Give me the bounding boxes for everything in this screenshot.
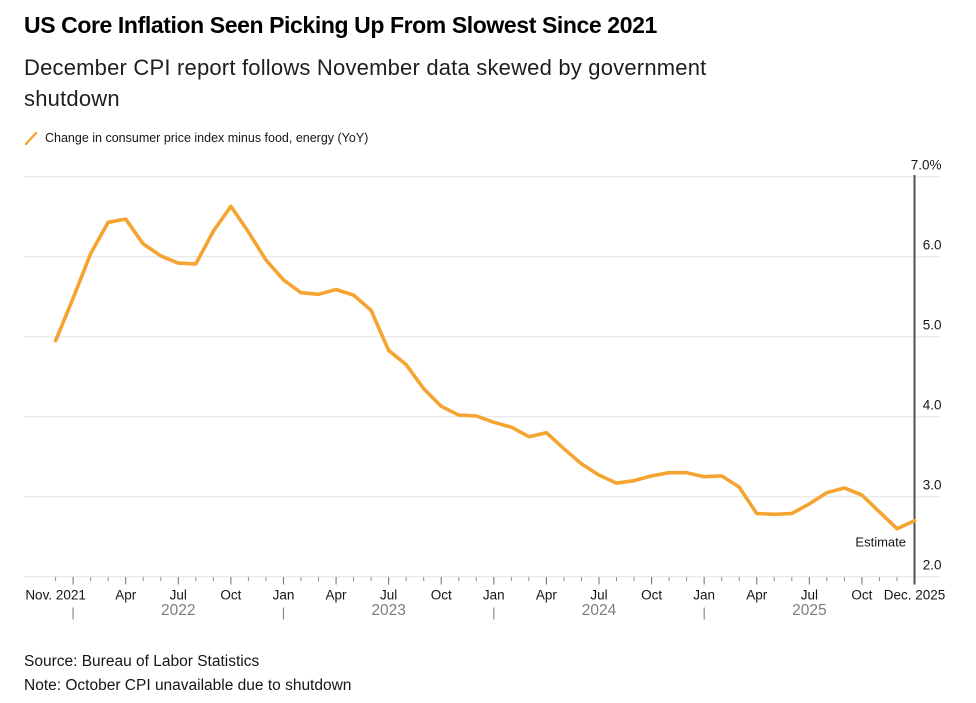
- y-tick-label: 7.0%: [911, 158, 942, 173]
- x-tick-label: Jul: [380, 588, 397, 603]
- x-tick-label: Apr: [115, 588, 137, 603]
- x-axis-ticks: [55, 577, 915, 585]
- year-label: 2023: [371, 602, 405, 619]
- x-tick-label: Jan: [693, 588, 715, 603]
- x-tick-label: Apr: [326, 588, 348, 603]
- x-tick-label: Jul: [170, 588, 187, 603]
- x-tick-label: Jan: [273, 588, 295, 603]
- x-tick-label: Oct: [851, 588, 872, 603]
- year-label: 2024: [582, 602, 617, 619]
- note-line: Note: October CPI unavailable due to shu…: [24, 676, 352, 694]
- x-tick-label: Oct: [431, 588, 452, 603]
- year-label: 2022: [161, 602, 195, 619]
- x-tick-label: Apr: [536, 588, 558, 603]
- estimate-label: Estimate: [855, 535, 906, 550]
- subtitle-line-2: shutdown: [24, 86, 120, 111]
- subtitle-line-1: December CPI report follows November dat…: [24, 55, 707, 80]
- x-axis-labels: Nov. 2021 Apr Jul Oct Jan Apr Jul Oct Jan Apr Jul O…: [25, 588, 945, 603]
- chart-footer: Source: Bureau of Labor Statistics Note:…: [24, 650, 351, 697]
- x-tick-label: Jan: [483, 588, 505, 603]
- series-slash-icon: [24, 131, 38, 145]
- year-label: 2025: [792, 602, 826, 619]
- grid-lines: [24, 176, 940, 578]
- x-tick-label: Jul: [590, 588, 607, 603]
- x-tick-label: Oct: [220, 588, 241, 603]
- y-axis-labels: 7.0% 6.0 5.0 4.0 3.0 2.0: [911, 158, 942, 573]
- x-tick-label: Jul: [801, 588, 818, 603]
- y-tick-label: 3.0: [923, 478, 942, 493]
- x-tick-label: Apr: [746, 588, 768, 603]
- january-marker: |: [702, 605, 705, 620]
- january-marker: |: [282, 605, 285, 620]
- core-cpi-line: [53, 204, 917, 531]
- x-tick-label: Nov. 2021: [25, 588, 86, 603]
- x-tick-label: Dec. 2025: [884, 588, 946, 603]
- page-subtitle: December CPI report follows November dat…: [24, 52, 706, 114]
- legend-label: Change in consumer price index minus foo…: [45, 131, 369, 145]
- x-tick-label: Oct: [641, 588, 662, 603]
- january-marker: |: [71, 605, 74, 620]
- page-title: US Core Inflation Seen Picking Up From S…: [24, 12, 657, 38]
- y-tick-label: 4.0: [923, 398, 942, 413]
- y-tick-label: 5.0: [923, 318, 942, 333]
- y-tick-label: 6.0: [923, 238, 942, 253]
- source-line: Source: Bureau of Labor Statistics: [24, 653, 260, 670]
- legend: Change in consumer price index minus foo…: [24, 130, 368, 146]
- line-chart: 7.0% 6.0 5.0 4.0 3.0 2.0 Nov. 2021 Apr Jul Oct Jan…: [24, 158, 945, 620]
- january-marker: |: [492, 605, 495, 620]
- year-row: | | | | 2022 2023 2024 2025: [71, 602, 826, 620]
- y-tick-label: 2.0: [923, 558, 942, 573]
